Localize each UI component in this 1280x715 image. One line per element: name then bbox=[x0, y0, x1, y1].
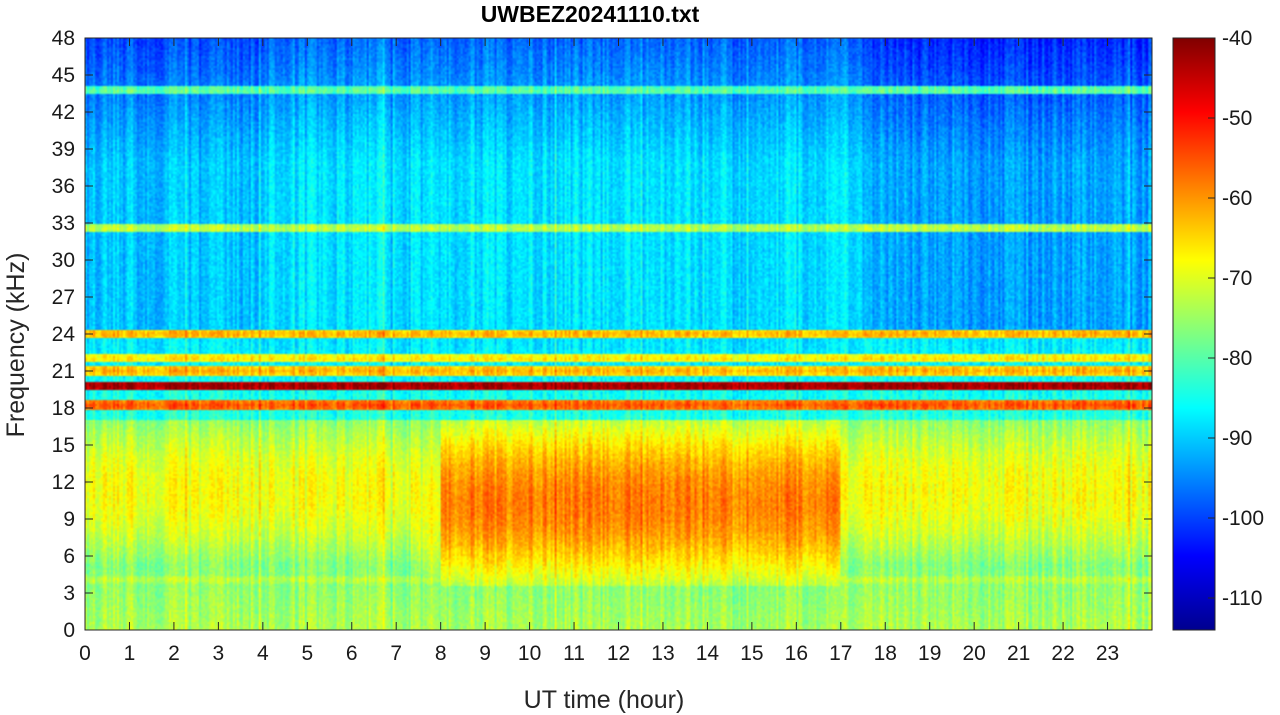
x-tick-label: 14 bbox=[696, 642, 720, 665]
x-tick-label: 21 bbox=[1007, 642, 1030, 665]
x-tick-label: 13 bbox=[651, 642, 674, 665]
y-tick-label: 0 bbox=[63, 619, 75, 642]
x-tick-label: 12 bbox=[607, 642, 630, 665]
colorbar-gradient bbox=[1173, 38, 1215, 630]
x-tick-label: 19 bbox=[918, 642, 941, 665]
y-tick-label: 45 bbox=[52, 64, 75, 87]
x-tick-label: 3 bbox=[213, 642, 225, 665]
y-tick-label: 12 bbox=[52, 471, 75, 494]
colorbar-frame bbox=[1172, 37, 1216, 631]
x-axis-label: UT time (hour) bbox=[524, 686, 685, 714]
x-tick-label: 5 bbox=[301, 642, 313, 665]
y-tick-label: 33 bbox=[52, 212, 75, 235]
chart-title: UWBEZ20241110.txt bbox=[481, 1, 700, 27]
x-tick-label: 0 bbox=[79, 642, 91, 665]
y-tick-label: 9 bbox=[63, 508, 75, 531]
spectrogram-heatmap bbox=[85, 38, 1152, 630]
colorbar-tick-label: -50 bbox=[1222, 107, 1252, 130]
x-tick-label: 1 bbox=[124, 642, 136, 665]
x-tick-label: 17 bbox=[829, 642, 852, 665]
colorbar-tick-label: -100 bbox=[1222, 507, 1264, 530]
x-tick-label: 8 bbox=[435, 642, 447, 665]
colorbar-tick-label: -40 bbox=[1222, 27, 1252, 50]
y-tick-label: 24 bbox=[52, 323, 76, 346]
x-tick-label: 16 bbox=[785, 642, 808, 665]
y-tick-label: 39 bbox=[52, 138, 75, 161]
colorbar-tick-label: -80 bbox=[1222, 347, 1252, 370]
y-tick-label: 27 bbox=[52, 286, 75, 309]
x-tick-label: 6 bbox=[346, 642, 358, 665]
x-tick-label: 7 bbox=[390, 642, 402, 665]
y-tick-label: 18 bbox=[52, 397, 75, 420]
colorbar-tick-label: -70 bbox=[1222, 267, 1252, 290]
colorbar: -110 -100 -90 -80 -70 -60 -50 -40 bbox=[1172, 27, 1264, 631]
x-tick-label: 4 bbox=[257, 642, 269, 665]
y-tick-label: 15 bbox=[52, 434, 75, 457]
y-tick-label: 42 bbox=[52, 101, 75, 124]
y-tick-label: 30 bbox=[52, 249, 75, 272]
colorbar-tick-label: -110 bbox=[1222, 587, 1262, 610]
colorbar-tick-label: -60 bbox=[1222, 187, 1252, 210]
x-tick-label: 9 bbox=[479, 642, 491, 665]
x-tick-label: 20 bbox=[962, 642, 985, 665]
x-axis: 0 1 2 3 4 5 6 7 8 9 10 11 12 13 14 15 16 17 18 19 20 21 22 23 bbox=[79, 38, 1119, 665]
y-axis-label: Frequency (kHz) bbox=[2, 253, 30, 438]
y-tick-label: 3 bbox=[63, 582, 75, 605]
y-tick-label: 6 bbox=[63, 545, 75, 568]
x-tick-label: 2 bbox=[168, 642, 180, 665]
colorbar-tick-label: -90 bbox=[1222, 427, 1252, 450]
x-tick-label: 18 bbox=[874, 642, 897, 665]
x-tick-label: 23 bbox=[1096, 642, 1119, 665]
y-tick-label: 36 bbox=[52, 175, 75, 198]
y-tick-label: 48 bbox=[52, 27, 75, 50]
x-tick-label: 10 bbox=[518, 642, 541, 665]
y-tick-label: 21 bbox=[52, 360, 75, 383]
x-tick-label: 22 bbox=[1051, 642, 1074, 665]
plot-area bbox=[84, 37, 1153, 631]
x-tick-label: 11 bbox=[563, 642, 585, 665]
x-tick-label: 15 bbox=[740, 642, 763, 665]
